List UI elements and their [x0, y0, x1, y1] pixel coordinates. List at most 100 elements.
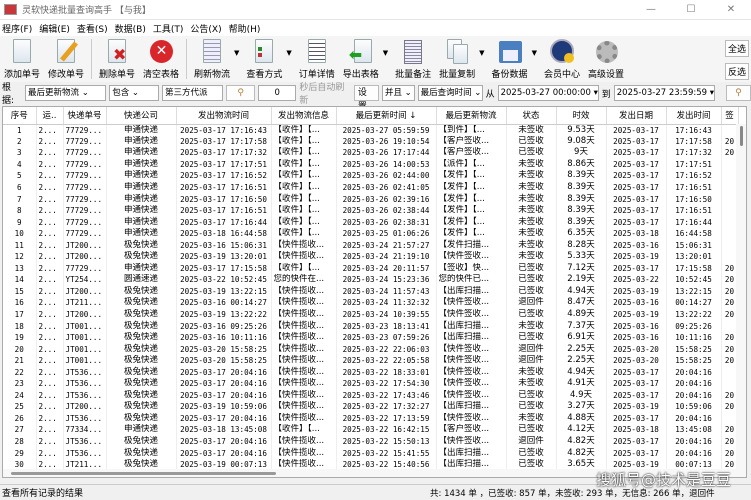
toolbar-button-add-document[interactable]: 添加单号 — [0, 39, 44, 80]
table-row[interactable]: 17 2... JT200... 极兔快递 2025-03-19 13:22:22 【快件… — [3, 308, 739, 321]
table-row[interactable]: 23 2... JT536... 极兔快递 2025-03-17 20:04:16 【快件… — [3, 378, 739, 390]
table-cell: 4.82天 — [556, 447, 607, 459]
dropdown-arrow-icon[interactable]: ▼ — [531, 49, 537, 57]
table-row[interactable]: 19 2... JT001... 极兔快递 2025-03-16 10:11:16 【快件… — [3, 331, 739, 344]
toolbar-button-batch-note[interactable]: 批量备注 — [391, 39, 435, 80]
from-datetime-input[interactable]: 2025-03-27 00:00:00 ▾ — [497, 85, 599, 101]
table-cell: 2025-03-17 17:15:58 — [176, 262, 272, 275]
horizontal-scrollbar[interactable] — [3, 469, 746, 477]
column-header[interactable]: 签 — [721, 107, 739, 125]
table-cell: 2025-03-17 — [606, 262, 667, 275]
toolbar-button-delete-document[interactable]: ✖ 删除单号 — [95, 39, 139, 80]
filter-value-input[interactable]: 第三方代派 — [161, 85, 224, 101]
dropdown-arrow-icon[interactable]: ▼ — [479, 49, 485, 57]
settings-button[interactable]: 设置 — [353, 85, 379, 112]
toolbar-button-refresh-document[interactable]: 刷新物流 — [190, 39, 234, 80]
dropdown-arrow-icon[interactable]: ▼ — [286, 49, 292, 57]
refresh-seconds-input[interactable]: 0 — [258, 85, 297, 101]
toolbar-button-view-list[interactable]: 查看方式 — [242, 39, 286, 80]
maximize-button[interactable]: ☐ — [686, 4, 696, 15]
column-header[interactable]: 最后更新物流 — [436, 107, 507, 125]
table-row[interactable]: 26 2... JT536... 极兔快递 2025-03-17 20:04:16 【快件… — [3, 412, 739, 425]
table-row[interactable]: 14 2... YT254... 圆通速递 2025-03-22 10:52:45 您的快… — [3, 274, 739, 286]
table-row[interactable]: 10 2... 77729... 申通快递 2025-03-18 16:44:58 【收件… — [3, 227, 739, 240]
toolbar-button-gear[interactable]: 高级设置 — [584, 39, 628, 80]
column-header[interactable]: 发出物流信息 — [271, 107, 337, 125]
table-row[interactable]: 15 2... JT200... 极兔快递 2025-03-19 13:22:15 【快件… — [3, 285, 739, 298]
menu-item[interactable]: 程序(F) — [2, 24, 33, 35]
toolbar-button-clear-red-x[interactable]: ✕ 清空表格 — [139, 39, 183, 80]
select-all-button[interactable]: 全选 — [724, 40, 749, 57]
menu-item[interactable]: 帮助(H) — [228, 24, 261, 35]
menu-item[interactable]: 查看(S) — [76, 24, 108, 35]
table-row[interactable]: 27 2... 77334... 申通快递 2025-03-18 13:45:08 【收件… — [3, 424, 739, 436]
table-row[interactable]: 25 2... JT200... 极兔快递 2025-03-19 10:59:06 【快件… — [3, 401, 739, 413]
table-row[interactable]: 8 2... 77729... 申通快递 2025-03-17 17:16:51 【收件】… — [3, 204, 739, 217]
table-cell: 【收件】【... — [271, 124, 337, 136]
table-cell: 2... — [36, 274, 64, 286]
vertical-scrollbar[interactable] — [736, 124, 746, 469]
table-row[interactable]: 5 2... 77729... 申通快递 2025-03-17 17:16:52 【收件】… — [3, 170, 739, 182]
toolbar-button-export-arrow[interactable]: ⬅ 导出表格 — [339, 39, 383, 80]
column-header[interactable]: 快递公司 — [106, 107, 177, 125]
toolbar-button-order-detail[interactable]: 订单详情 — [295, 39, 339, 80]
table-row[interactable]: 9 2... 77729... 申通快递 2025-03-17 17:16:44 【收件】… — [3, 216, 739, 228]
dropdown-arrow-icon[interactable]: ▼ — [382, 49, 389, 57]
column-header[interactable]: 发出物流时间 — [176, 107, 272, 125]
table-row[interactable]: 11 2... JT200... 极兔快递 2025-03-16 15:06:31 【快件… — [3, 239, 739, 252]
operator-select[interactable]: 包含 ⌄ — [109, 85, 159, 101]
minimize-button[interactable]: — — [646, 4, 656, 15]
toolbar-button-backup-disk[interactable]: 备份数据 — [488, 39, 532, 80]
table-row[interactable]: 3 2... 77729... 申通快递 2025-03-17 17:17:32 【收件】… — [3, 147, 739, 159]
column-header[interactable]: 序号 — [3, 107, 37, 125]
table-cell: 2025-03-17 17:16:43 — [176, 124, 272, 136]
toolbar-button-member-clock[interactable]: 会员中心 — [540, 39, 584, 80]
toolbar-button-edit-pencil[interactable]: 修改单号 — [44, 39, 88, 80]
search-icon[interactable]: ⚲ — [725, 85, 751, 101]
menu-item[interactable]: 工具(T) — [152, 24, 184, 35]
time-field-select[interactable]: 最后查询时间 ⌄ — [417, 85, 483, 101]
menu-item[interactable]: 数据(B) — [114, 24, 146, 35]
table-row[interactable]: 6 2... 77729... 申通快递 2025-03-17 17:16:51 【收件】… — [3, 181, 739, 194]
field-select[interactable]: 最后更新物流 ⌄ — [25, 85, 107, 101]
column-header[interactable]: 发出时间 — [666, 107, 722, 125]
table-cell: 【快件揽收... — [271, 458, 337, 471]
table-row[interactable]: 24 2... JT536... 极兔快递 2025-03-17 20:04:16 【快件… — [3, 389, 739, 402]
table-row[interactable]: 7 2... 77729... 申通快递 2025-03-17 17:16:50 【收件】… — [3, 193, 739, 205]
search-icon[interactable]: ⚲ — [226, 85, 256, 101]
table-row[interactable]: 21 2... JT001... 极兔快递 2025-03-20 15:58:25 【快件… — [3, 354, 739, 367]
toolbar-button-batch-copy[interactable]: 批量复制 — [435, 39, 479, 80]
logic-select[interactable]: 并且 ⌄ — [381, 85, 415, 101]
table-row[interactable]: 20 2... JT001... 极兔快递 2025-03-20 15:58:25 【快件… — [3, 343, 739, 355]
table-row[interactable]: 1 2... 77729... 申通快递 2025-03-17 17:16:43 【收件】… — [3, 124, 739, 136]
table-row[interactable]: 28 2... JT536... 极兔快递 2025-03-17 20:04:16 【快件… — [3, 435, 739, 448]
invert-selection-button[interactable]: 反选 — [724, 63, 749, 80]
to-datetime-input[interactable]: 2025-03-27 23:59:59 ▾ — [613, 85, 715, 101]
table-row[interactable]: 18 2... JT001... 极兔快递 2025-03-16 09:25:26 【快件… — [3, 320, 739, 332]
table-row[interactable]: 16 2... JT211... 极兔快递 2025-03-16 00:14:27 【快件… — [3, 297, 739, 309]
table-row[interactable]: 13 2... 77729... 申通快递 2025-03-17 17:15:58 【收件… — [3, 262, 739, 275]
menu-item[interactable]: 公告(X) — [190, 24, 222, 35]
table-row[interactable]: 22 2... JT536... 极兔快递 2025-03-17 20:04:16 【快件… — [3, 366, 739, 379]
table-cell: 09:25:26 — [666, 320, 722, 332]
column-header[interactable]: 最后更新时间 ↓ — [336, 107, 437, 125]
dropdown-arrow-icon[interactable]: ▼ — [234, 49, 240, 57]
table-row[interactable]: 29 2... JT536... 极兔快递 2025-03-17 20:04:16 【快件… — [3, 447, 739, 459]
table-cell: 2025-03-17 20:04:16 — [176, 389, 272, 402]
table-row[interactable]: 30 2... JT211... 极兔快递 2025-03-19 00:07:13 【快件… — [3, 458, 739, 471]
table-row[interactable]: 2 2... 77729... 申通快递 2025-03-17 17:17:58 【收件】… — [3, 135, 739, 148]
table-cell: 2... — [36, 239, 64, 252]
column-header[interactable]: 状态 — [506, 107, 557, 125]
table-cell: 【收件】【... — [271, 204, 337, 217]
close-button[interactable]: ✕ — [726, 4, 736, 15]
column-header[interactable]: 时效 — [556, 107, 607, 125]
table-row[interactable]: 4 2... 77729... 申通快递 2025-03-17 17:17:51 【收件】… — [3, 158, 739, 171]
column-header[interactable]: 发出日期 — [606, 107, 667, 125]
table-cell: 2025-03-18 16:44:58 — [176, 227, 272, 240]
column-header[interactable]: 快递单号 — [63, 107, 107, 125]
table-row[interactable]: 12 2... JT200... 极兔快递 2025-03-19 13:20:01 【快件… — [3, 251, 739, 263]
table-cell: 【快件签收... — [436, 389, 507, 402]
column-header[interactable]: 运.. — [36, 107, 64, 125]
table-cell: 2025-03-22 — [606, 274, 667, 286]
menu-item[interactable]: 编辑(E) — [39, 24, 70, 35]
